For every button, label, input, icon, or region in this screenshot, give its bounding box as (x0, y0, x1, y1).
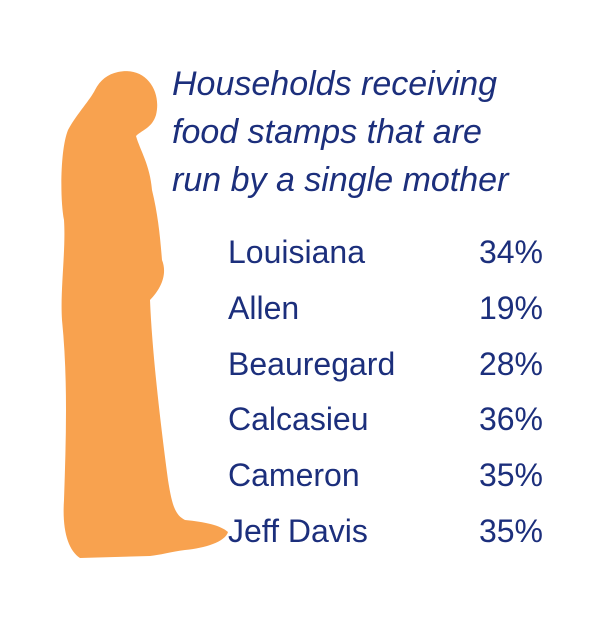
parish-name: Calcasieu (228, 401, 369, 438)
table-row: Beauregard 28% (228, 344, 543, 384)
percent-value: 28% (478, 345, 543, 382)
parish-name: Beauregard (228, 345, 396, 382)
title: Households receiving food stamps that ar… (172, 60, 582, 204)
percent-value: 36% (478, 401, 543, 438)
table-row: Cameron 35% (228, 455, 543, 495)
percent-value: 19% (478, 289, 543, 326)
table-row: Jeff Davis 35% (228, 511, 543, 551)
table-row: Louisiana 34% (228, 232, 543, 272)
parish-name: Louisiana (228, 234, 365, 270)
title-line: run by a single mother (172, 161, 509, 199)
parish-name: Allen (228, 289, 300, 326)
table-row: Allen 19% (228, 288, 543, 328)
title-line: Households receiving (172, 65, 498, 103)
table-row: Calcasieu 36% (228, 399, 543, 439)
parish-name: Cameron (228, 457, 360, 494)
parish-name: Jeff Davis (228, 513, 368, 549)
mother-silhouette (61, 71, 228, 558)
percent-value: 35% (478, 513, 543, 549)
percent-value: 35% (478, 457, 543, 494)
title-line: food stamps that are (172, 113, 482, 151)
percent-value: 34% (478, 234, 543, 270)
